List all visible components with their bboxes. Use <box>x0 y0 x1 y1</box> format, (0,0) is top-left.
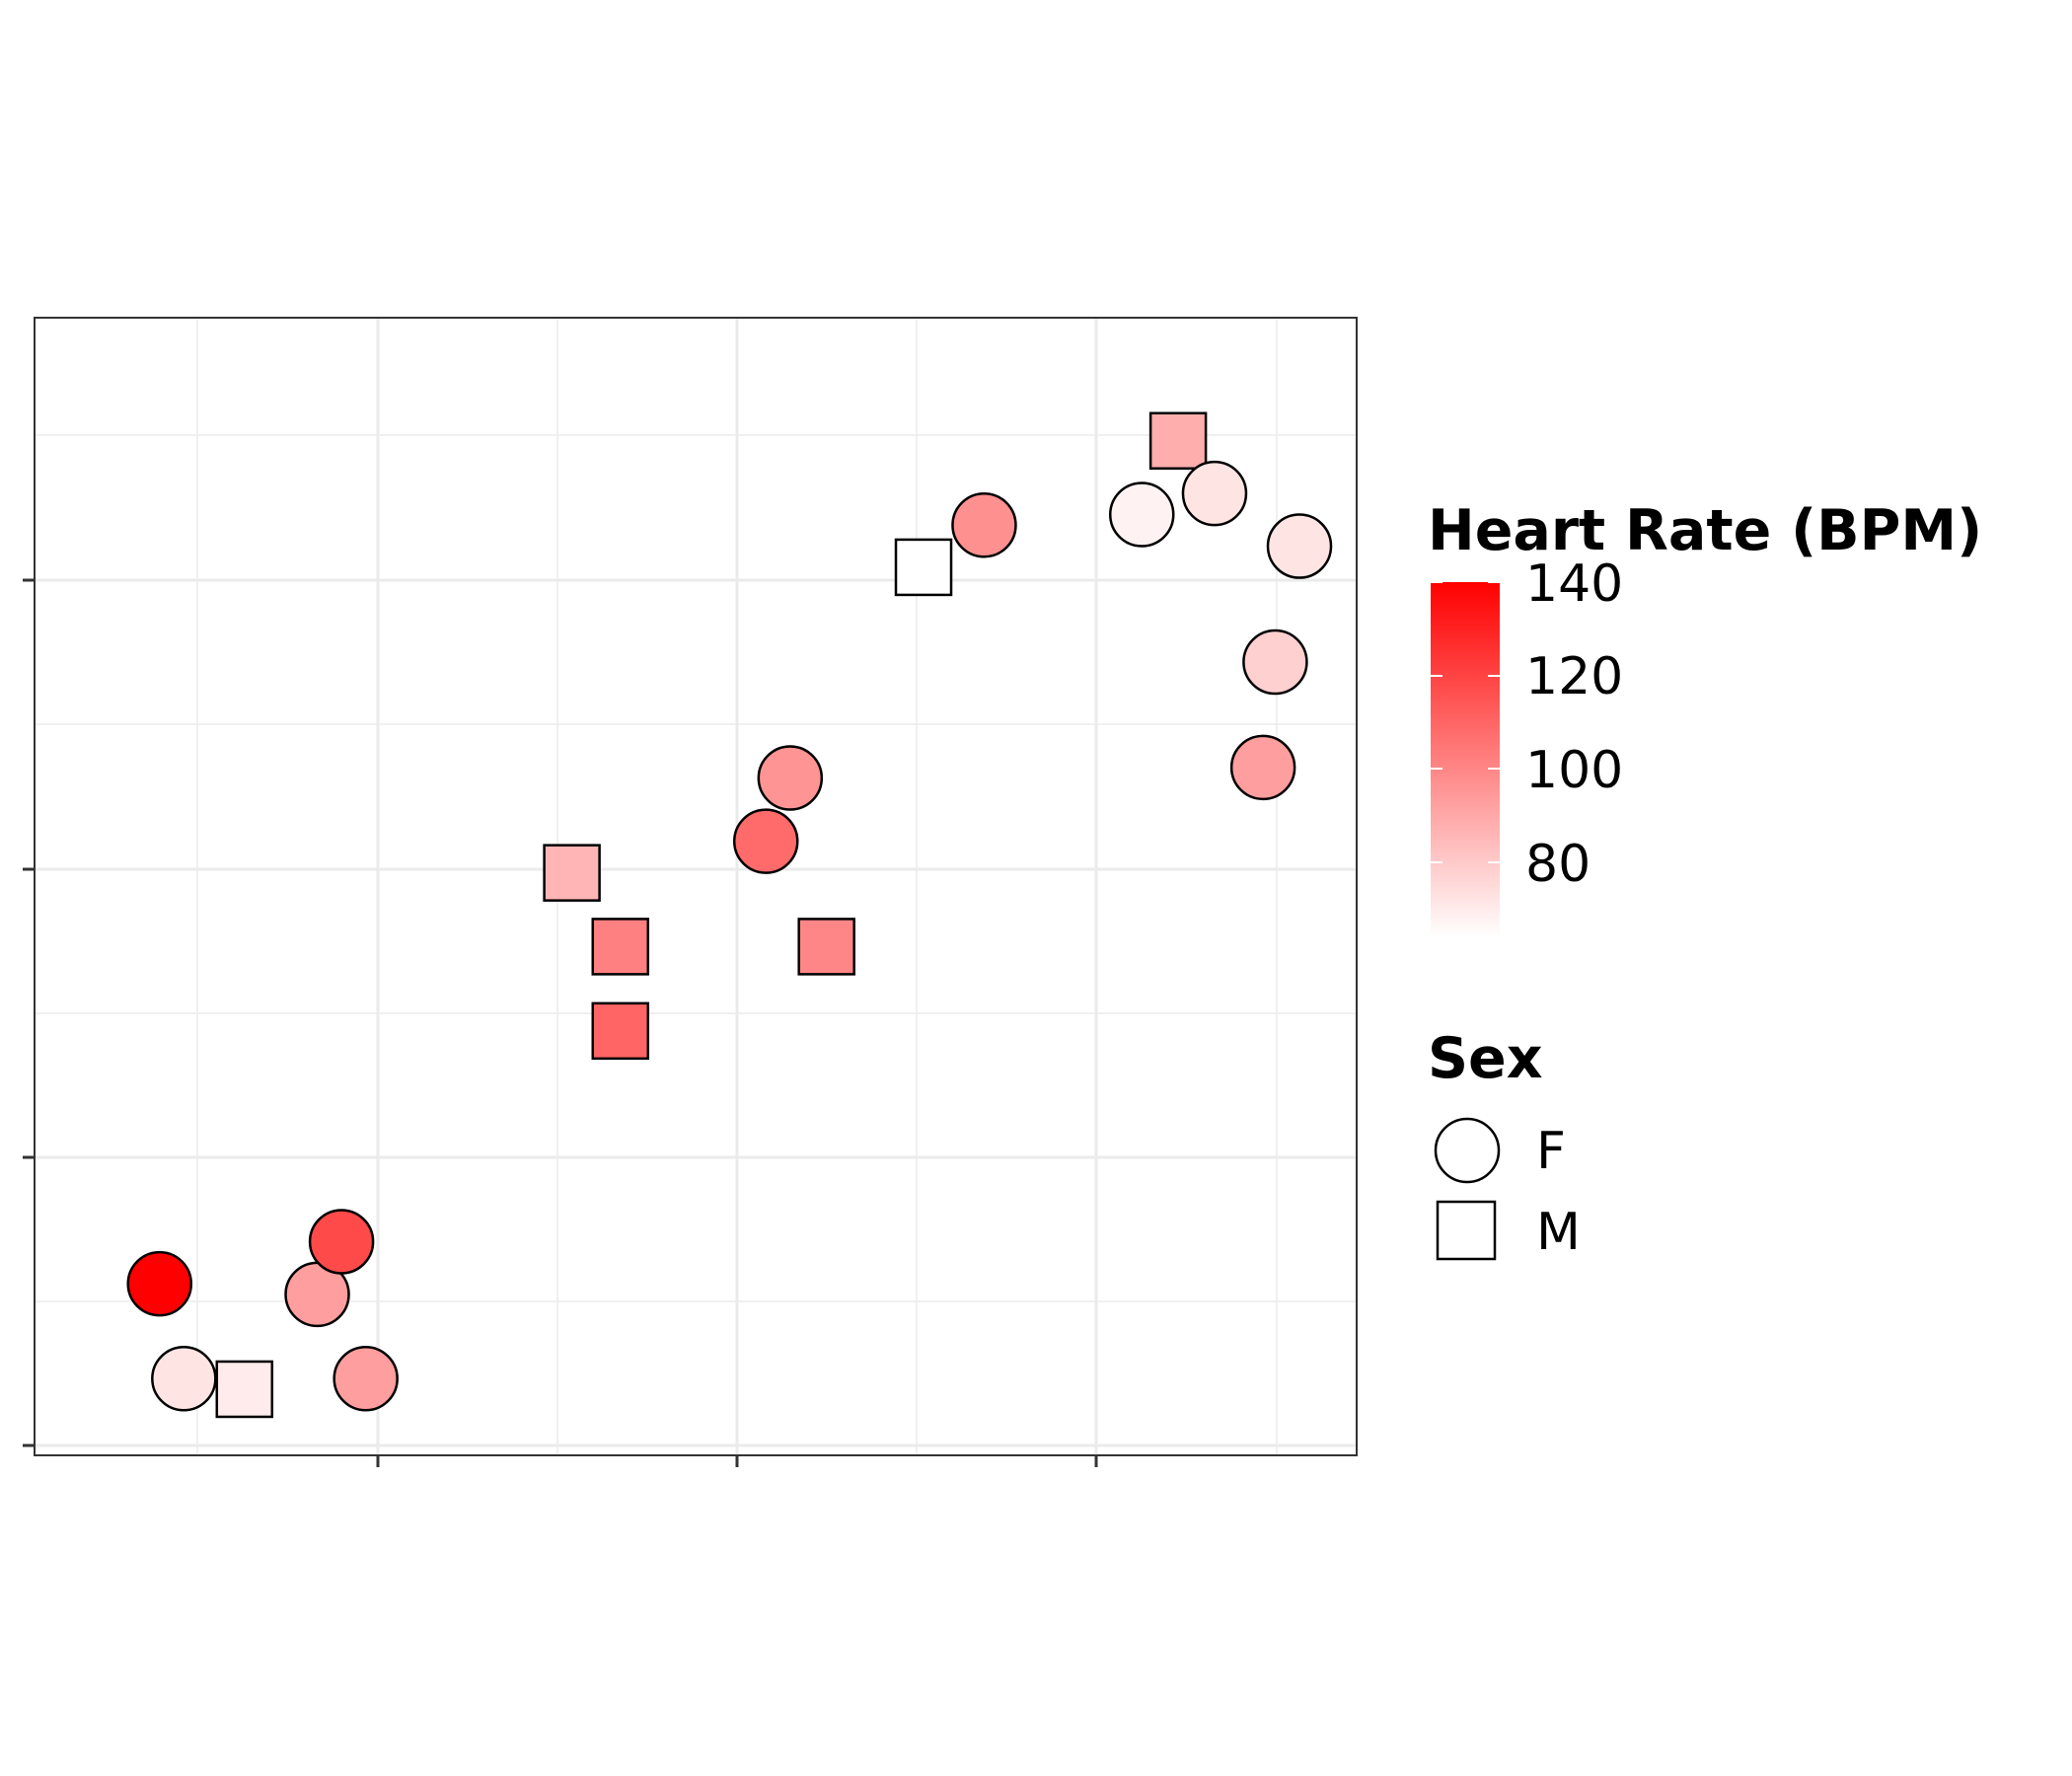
data-point-circle <box>1108 481 1175 548</box>
data-point-square <box>894 538 953 597</box>
shape-legend-title: Sex <box>1428 1026 1543 1091</box>
square-shape-key-icon <box>1436 1200 1497 1261</box>
data-point-circle <box>308 1209 375 1275</box>
data-point-circle <box>1229 734 1296 801</box>
colorbar-tick-label: 120 <box>1525 647 1624 706</box>
data-point-circle <box>151 1346 217 1412</box>
data-point-circle <box>126 1250 192 1317</box>
circle-shape-key-icon <box>1434 1117 1501 1184</box>
data-point-square <box>591 918 650 976</box>
data-point-circle <box>1266 513 1333 579</box>
data-points <box>126 411 1333 1419</box>
shape-legend-label-f: F <box>1536 1122 1566 1181</box>
data-point-square <box>591 1001 650 1061</box>
data-point-circle <box>951 491 1017 558</box>
shape-legend-label-m: M <box>1536 1203 1581 1262</box>
axis-ticks <box>23 578 1098 1467</box>
colorbar-tick-mark <box>1431 861 1443 864</box>
data-point-circle <box>333 1346 399 1412</box>
data-point-square <box>1148 411 1208 471</box>
data-point-circle <box>732 808 799 874</box>
colorbar-tick-mark <box>1431 768 1443 771</box>
colorbar-tick-mark <box>1488 861 1500 864</box>
grid-lines <box>35 318 1357 1455</box>
colorbar-tick-label: 80 <box>1525 835 1591 894</box>
color-legend-title: Heart Rate (BPM) <box>1428 498 1983 563</box>
data-point-square <box>797 918 855 976</box>
data-point-circle <box>1181 460 1248 527</box>
colorbar-tick-mark <box>1431 581 1443 583</box>
data-point-circle <box>1242 629 1308 696</box>
data-point-square <box>215 1360 274 1419</box>
data-point-square <box>543 844 601 902</box>
heart-rate-colorbar <box>1431 581 1500 937</box>
colorbar-tick-mark <box>1488 581 1500 583</box>
colorbar-tick-mark <box>1488 674 1500 677</box>
colorbar-tick-label: 100 <box>1525 741 1624 800</box>
colorbar-tick-mark <box>1431 674 1443 677</box>
colorbar-tick-label: 140 <box>1525 555 1624 614</box>
colorbar-tick-mark <box>1488 768 1500 771</box>
plot-panel-border <box>34 317 1358 1456</box>
data-point-circle <box>757 745 824 811</box>
